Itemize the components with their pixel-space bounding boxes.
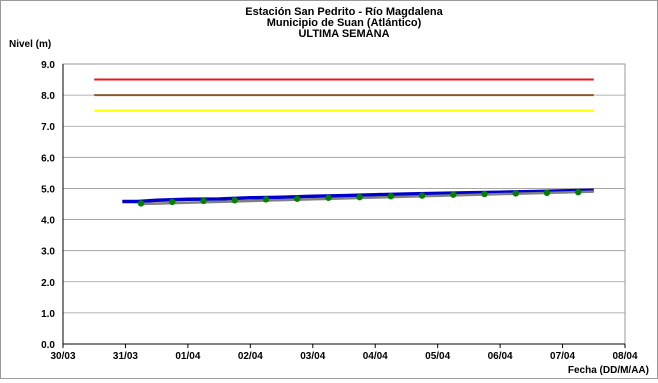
y-tick-label: 4.0 — [41, 216, 55, 227]
series-line — [122, 188, 594, 204]
y-axis-label: Nivel (m) — [9, 39, 51, 50]
chart-title-line: Estación San Pedrito - Río Magdalena — [245, 6, 443, 18]
x-tick-label: 04/04 — [363, 351, 388, 362]
x-tick-label: 08/04 — [612, 351, 637, 362]
data-point — [293, 195, 301, 202]
x-tick-label: 07/04 — [550, 351, 575, 362]
data-point — [450, 191, 457, 198]
x-tick-label: 01/04 — [175, 351, 200, 362]
x-tick-label: 31/03 — [113, 351, 138, 362]
data-point — [574, 188, 582, 196]
data-point — [137, 200, 145, 207]
chart-title-line: ULTIMA SEMANA — [298, 28, 389, 40]
y-tick-label: 6.0 — [41, 153, 55, 164]
x-axis-label: Fecha (DD/M/AA) — [568, 365, 649, 376]
x-tick-label: 02/04 — [238, 351, 263, 362]
y-tick-label: 5.0 — [41, 184, 55, 195]
x-tick-label: 06/04 — [488, 351, 513, 362]
data-point — [512, 190, 519, 197]
data-point — [262, 196, 270, 203]
y-tick-label: 0.0 — [41, 340, 55, 351]
data-point — [356, 193, 363, 201]
y-tick-label: 9.0 — [41, 60, 55, 71]
x-tick-label: 03/04 — [300, 351, 325, 362]
x-tick-label: 05/04 — [425, 351, 450, 362]
x-tick-label: 30/03 — [50, 351, 75, 362]
data-point — [169, 198, 176, 206]
y-tick-label: 2.0 — [41, 278, 55, 289]
y-tick-label: 8.0 — [41, 91, 55, 102]
data-point — [200, 197, 207, 205]
y-tick-label: 3.0 — [41, 247, 55, 258]
data-point — [387, 193, 395, 200]
data-point — [231, 197, 238, 204]
y-tick-label: 1.0 — [41, 309, 55, 320]
data-point — [418, 192, 426, 199]
data-point — [325, 194, 332, 201]
data-point — [543, 189, 551, 196]
data-point — [481, 190, 488, 198]
chart-title-line: Municipio de Suan (Atlántico) — [267, 17, 422, 29]
y-tick-label: 7.0 — [41, 122, 55, 133]
